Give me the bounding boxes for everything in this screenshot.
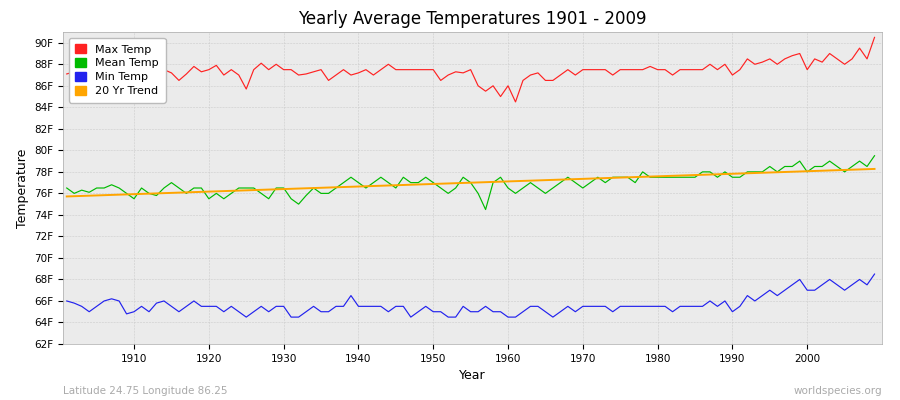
Text: Latitude 24.75 Longitude 86.25: Latitude 24.75 Longitude 86.25 <box>63 386 228 396</box>
Text: worldspecies.org: worldspecies.org <box>794 386 882 396</box>
Legend: Max Temp, Mean Temp, Min Temp, 20 Yr Trend: Max Temp, Mean Temp, Min Temp, 20 Yr Tre… <box>68 38 166 103</box>
Title: Yearly Average Temperatures 1901 - 2009: Yearly Average Temperatures 1901 - 2009 <box>298 10 647 28</box>
Y-axis label: Temperature: Temperature <box>15 148 29 228</box>
X-axis label: Year: Year <box>459 369 486 382</box>
